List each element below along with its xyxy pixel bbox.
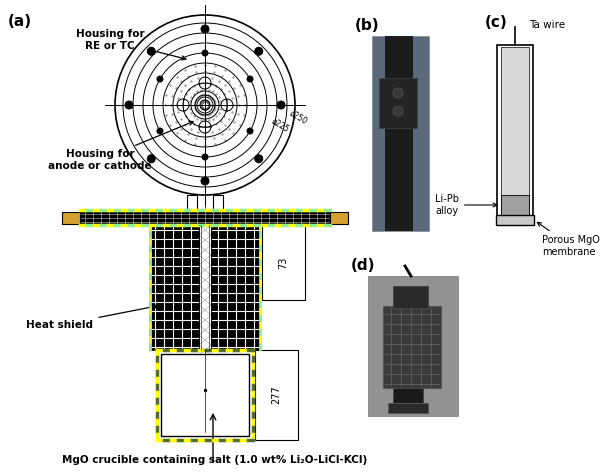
Text: 277: 277 (271, 385, 282, 404)
Text: Porous MgO
membrane: Porous MgO membrane (537, 222, 600, 256)
Text: (a): (a) (8, 14, 32, 29)
Bar (330, 212, 348, 224)
Text: (d): (d) (351, 258, 376, 273)
Text: 73: 73 (279, 256, 288, 269)
Circle shape (247, 128, 253, 134)
Bar (161, 354, 249, 436)
Text: Heat shield: Heat shield (27, 305, 158, 330)
Bar (379, 78, 417, 128)
Bar (496, 215, 534, 225)
Text: Housing for
anode or cathode: Housing for anode or cathode (48, 121, 193, 171)
Bar (372, 36, 429, 231)
Bar (199, 225, 211, 350)
Text: (c): (c) (485, 15, 508, 30)
Bar (150, 225, 260, 350)
Bar (501, 47, 529, 223)
Circle shape (202, 154, 208, 160)
Bar (187, 195, 197, 210)
Text: MgO crucible containing salt (1.0 wt% Li₂O-LiCl-KCl): MgO crucible containing salt (1.0 wt% Li… (62, 455, 368, 465)
Text: (b): (b) (355, 18, 380, 33)
Circle shape (201, 177, 209, 185)
Bar (501, 195, 529, 215)
Circle shape (201, 25, 209, 33)
Bar (62, 212, 80, 224)
Circle shape (247, 76, 253, 82)
Text: ø250: ø250 (288, 108, 309, 126)
Text: ø225: ø225 (270, 116, 291, 134)
Circle shape (147, 47, 155, 55)
Bar (385, 36, 413, 231)
Bar (80, 210, 330, 225)
Circle shape (393, 106, 403, 116)
Circle shape (125, 101, 133, 109)
Bar (213, 195, 223, 210)
Circle shape (254, 47, 263, 55)
Circle shape (202, 50, 208, 56)
Bar (393, 388, 423, 406)
Text: Ta wire: Ta wire (529, 20, 565, 30)
Text: Li-Pb
alloy: Li-Pb alloy (435, 194, 497, 216)
Bar (383, 306, 441, 388)
Bar (262, 225, 305, 300)
Bar (497, 45, 533, 225)
Bar (368, 276, 458, 416)
Circle shape (147, 155, 155, 163)
Circle shape (157, 128, 163, 134)
Circle shape (157, 76, 163, 82)
Circle shape (393, 88, 403, 98)
Bar (388, 403, 428, 413)
Circle shape (254, 155, 263, 163)
Bar (393, 286, 428, 308)
Text: Housing for
RE or TC: Housing for RE or TC (76, 29, 186, 60)
Bar (255, 350, 298, 440)
Circle shape (277, 101, 285, 109)
